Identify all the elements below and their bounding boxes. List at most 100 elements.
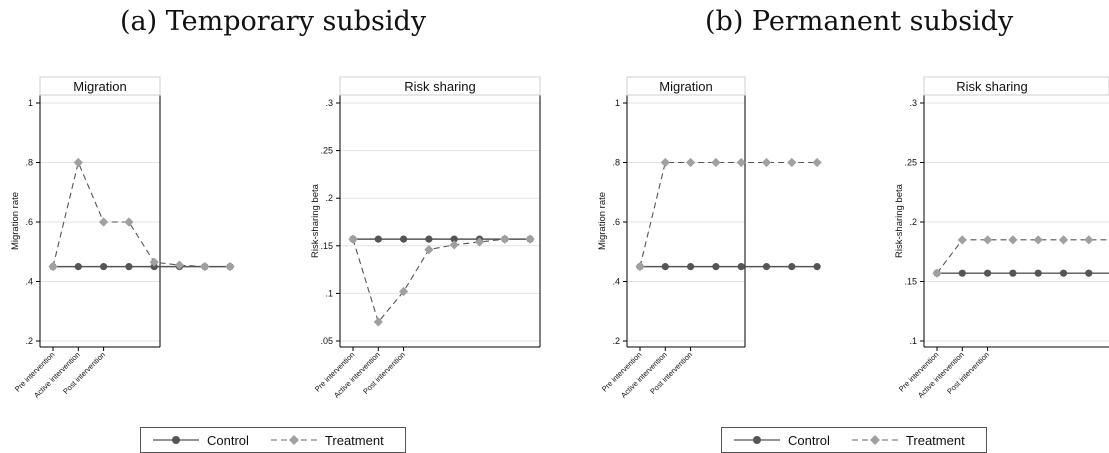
subplot-title: Migration bbox=[73, 79, 126, 94]
control-marker bbox=[125, 263, 133, 271]
subplot-title-strip bbox=[339, 76, 541, 96]
subplot-title-strip bbox=[923, 76, 1109, 96]
control-marker bbox=[661, 263, 669, 271]
treatment-series-line bbox=[52, 160, 231, 268]
treatment-marker bbox=[500, 234, 510, 244]
y-tick-label: .15 bbox=[320, 241, 333, 251]
control-marker bbox=[100, 263, 108, 271]
y-tick-label: 1 bbox=[28, 98, 33, 108]
y-tick-label: .2 bbox=[909, 217, 917, 227]
legend-treatment-label: Treatment bbox=[905, 432, 965, 448]
y-tick-label: .2 bbox=[612, 336, 620, 346]
treatment-marker bbox=[99, 217, 109, 227]
x-tick-label: Active intervention bbox=[332, 350, 382, 400]
treatment-marker bbox=[812, 157, 822, 168]
legend-control-label: Control bbox=[788, 432, 830, 448]
treatment-marker bbox=[1033, 235, 1043, 245]
control-marker bbox=[813, 263, 821, 271]
legend-entry-control: Control bbox=[734, 433, 830, 448]
control-marker bbox=[687, 263, 695, 271]
y-tick-label: .8 bbox=[25, 158, 33, 168]
treatment-marker bbox=[525, 234, 535, 244]
treatment-marker bbox=[225, 262, 235, 272]
y-tick-label: .25 bbox=[904, 158, 917, 168]
treatment-marker bbox=[983, 235, 993, 245]
treatment-marker bbox=[149, 257, 159, 267]
treatment-marker bbox=[957, 235, 967, 245]
y-axis-label: Migration rate bbox=[10, 192, 21, 250]
legend-a: Control Treatment bbox=[140, 427, 406, 453]
panel-a-title: (a) Temporary subsidy bbox=[120, 6, 427, 37]
treatment-marker bbox=[399, 286, 409, 297]
treatment-marker bbox=[711, 157, 721, 168]
legend-control-symbol bbox=[153, 436, 199, 444]
y-tick-label: .3 bbox=[909, 98, 917, 108]
control-marker bbox=[1059, 269, 1068, 277]
treatment-marker bbox=[373, 317, 383, 327]
x-tick-label: Active intervention bbox=[32, 350, 82, 400]
treatment-marker bbox=[1058, 235, 1069, 245]
legend-treatment-label: Treatment bbox=[324, 432, 384, 448]
subplot-title: Migration bbox=[659, 79, 712, 94]
treatment-marker bbox=[1008, 235, 1018, 245]
x-tick-label: Active intervention bbox=[916, 350, 966, 400]
treatment-marker bbox=[660, 157, 670, 168]
control-marker bbox=[1085, 269, 1093, 277]
y-tick-label: .8 bbox=[612, 158, 620, 168]
control-marker bbox=[425, 235, 433, 243]
subplot-title: Risk sharing bbox=[404, 79, 476, 94]
treatment-marker bbox=[787, 157, 797, 168]
control-marker bbox=[984, 269, 992, 277]
treatment-marker bbox=[736, 157, 746, 168]
treatment-series-line bbox=[936, 239, 1109, 274]
treatment-marker bbox=[449, 240, 459, 250]
treatment-marker bbox=[1084, 235, 1094, 245]
y-tick-label: .4 bbox=[612, 277, 620, 287]
y-tick-label: .6 bbox=[25, 217, 33, 227]
treatment-series-line bbox=[639, 161, 818, 267]
subplot-title-strip bbox=[626, 76, 746, 96]
control-marker bbox=[958, 269, 966, 277]
y-axis-label: Migration rate bbox=[597, 192, 608, 250]
control-marker bbox=[74, 263, 82, 271]
control-marker bbox=[712, 263, 720, 271]
control-marker bbox=[374, 235, 382, 243]
treatment-marker bbox=[48, 262, 58, 272]
y-tick-label: .25 bbox=[320, 146, 333, 156]
legend-treatment-symbol bbox=[851, 435, 898, 445]
y-tick-label: .2 bbox=[325, 193, 333, 203]
legend-b: Control Treatment bbox=[721, 427, 987, 453]
control-marker bbox=[762, 263, 771, 271]
subplot-title-strip bbox=[39, 76, 161, 96]
y-axis-label: Risk-sharing beta bbox=[310, 183, 321, 258]
treatment-marker bbox=[174, 260, 185, 270]
legend-entry-treatment: Treatment bbox=[851, 432, 965, 448]
subplot-4: Risk sharing .1 .15 .2 .25 .3 Risk-sharing bet… bbox=[894, 76, 1109, 400]
control-marker bbox=[400, 235, 408, 243]
legend-entry-control: Control bbox=[153, 433, 249, 448]
y-tick-label: .4 bbox=[25, 277, 33, 287]
y-tick-label: .05 bbox=[320, 336, 333, 346]
control-marker bbox=[1034, 269, 1042, 277]
x-tick-label: Active intervention bbox=[619, 350, 669, 400]
y-tick-label: .1 bbox=[325, 288, 333, 298]
y-tick-label: .2 bbox=[25, 336, 33, 346]
legend-control-label: Control bbox=[207, 432, 249, 448]
panel-b-title: (b) Permanent subsidy bbox=[705, 6, 1014, 37]
treatment-marker bbox=[474, 237, 485, 247]
control-marker bbox=[1009, 269, 1017, 277]
y-tick-label: .6 bbox=[612, 217, 620, 227]
treatment-marker bbox=[761, 157, 772, 168]
control-marker bbox=[450, 235, 458, 243]
control-marker bbox=[737, 263, 745, 271]
treatment-marker bbox=[73, 157, 83, 168]
treatment-marker bbox=[635, 262, 645, 272]
y-tick-label: .3 bbox=[325, 98, 333, 108]
treatment-marker bbox=[686, 157, 696, 168]
treatment-marker bbox=[348, 234, 358, 244]
control-marker bbox=[788, 263, 796, 271]
subplot-2: Risk sharing .05 .1 .15 .2 .25 .3 Risk-sharing … bbox=[310, 76, 541, 400]
